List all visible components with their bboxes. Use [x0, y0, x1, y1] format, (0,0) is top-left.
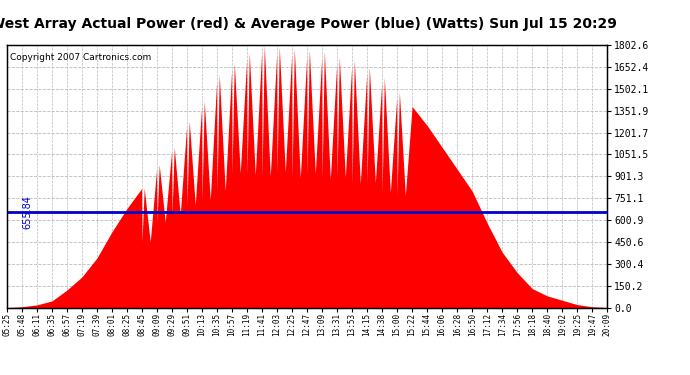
Text: Copyright 2007 Cartronics.com: Copyright 2007 Cartronics.com — [10, 53, 151, 62]
Text: 655.84: 655.84 — [0, 195, 2, 229]
Text: West Array Actual Power (red) & Average Power (blue) (Watts) Sun Jul 15 20:29: West Array Actual Power (red) & Average … — [0, 17, 617, 31]
Text: 655.84: 655.84 — [22, 195, 32, 229]
